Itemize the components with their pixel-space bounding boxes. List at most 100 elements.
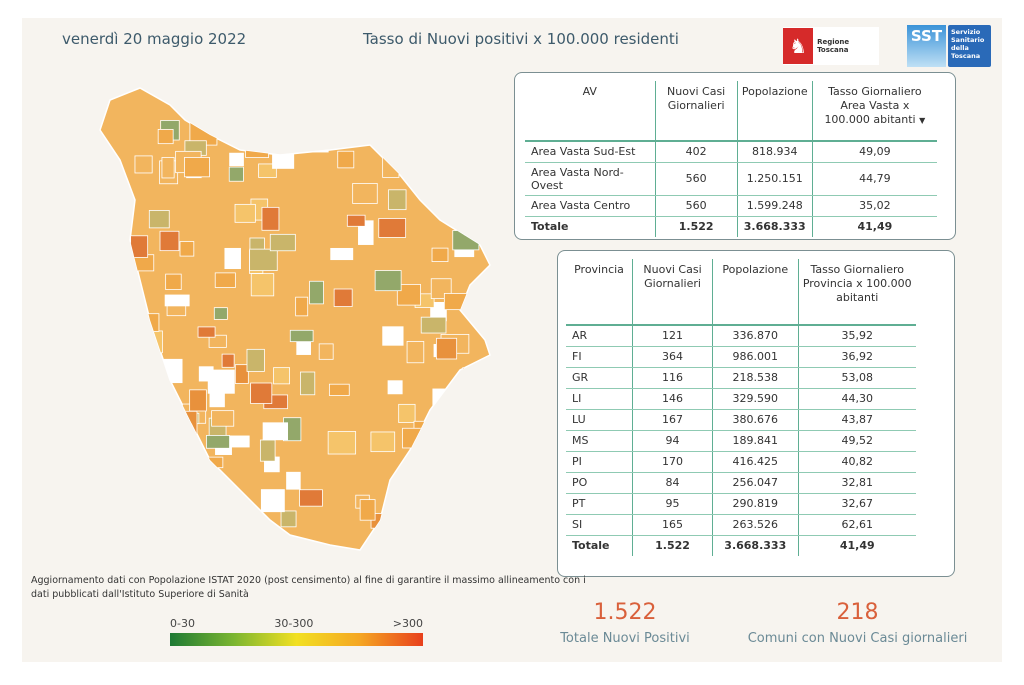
municipality-area[interactable] [462,367,480,382]
municipality-area[interactable] [328,383,350,396]
municipality-area[interactable] [228,166,244,182]
table-row[interactable]: Area Vasta Centro 560 1.599.248 35,02 [525,195,937,217]
municipality-area[interactable] [221,353,235,368]
municipality-area[interactable] [136,330,163,354]
table-row[interactable]: FI 364 986.001 36,92 [566,346,916,368]
municipality-area[interactable] [352,183,378,204]
municipality-area[interactable] [214,272,236,288]
municipality-area[interactable] [139,313,160,332]
municipality-area[interactable] [387,380,403,395]
municipality-area[interactable] [466,382,482,404]
municipality-area[interactable] [388,189,407,211]
table-row[interactable]: PT 95 290.819 32,67 [566,493,916,515]
municipality-area[interactable] [432,388,451,410]
municipality-area[interactable] [166,305,187,317]
municipality-area[interactable] [402,427,428,449]
municipality-area[interactable] [359,499,376,521]
municipality-area[interactable] [211,410,235,427]
municipality-area[interactable] [451,444,471,457]
municipality-area[interactable] [296,340,311,355]
table-row[interactable]: LU 167 380.676 43,87 [566,409,916,431]
municipality-area[interactable] [297,112,320,133]
municipality-area[interactable] [259,439,276,462]
municipality-area[interactable] [330,247,354,261]
municipality-area[interactable] [163,434,191,452]
municipality-area[interactable] [157,129,174,145]
municipality-area[interactable] [397,525,412,544]
table-row[interactable]: AR 121 336.870 35,92 [566,325,916,347]
municipality-area[interactable] [213,307,228,320]
municipality-area[interactable] [313,122,334,136]
table-row[interactable]: Area Vasta Nord-Ovest 560 1.250.151 44,79 [525,162,937,196]
municipality-area[interactable] [304,114,324,129]
municipality-area[interactable] [231,507,254,521]
municipality-area[interactable] [431,247,449,262]
col-header-sorted[interactable]: Tasso Giornaliero Area Vasta x 100.000 a… [811,81,937,142]
col-header[interactable]: Provincia [566,259,633,326]
municipality-area[interactable] [429,409,444,426]
municipality-area[interactable] [246,348,265,372]
municipality-area[interactable] [458,443,486,458]
col-header[interactable]: Nuovi Casi Giornalieri [654,81,738,142]
col-header[interactable]: AV [525,81,655,142]
municipality-area[interactable] [134,155,153,174]
municipality-area[interactable] [198,366,214,382]
municipality-area[interactable] [148,210,170,229]
municipality-area[interactable] [299,489,323,507]
municipality-area[interactable] [208,334,227,348]
table-row[interactable]: GR 116 218.538 53,08 [566,367,916,389]
table-row[interactable]: LI 146 329.590 44,30 [566,388,916,410]
municipality-area[interactable] [245,144,269,158]
municipality-area[interactable] [150,418,171,438]
municipality-area[interactable] [333,288,353,307]
municipality-area[interactable] [273,367,291,385]
municipality-area[interactable] [185,99,209,112]
municipality-area[interactable] [301,133,329,153]
municipality-area[interactable] [179,517,194,541]
table-row[interactable]: Area Vasta Sud-Est 402 818.934 49,09 [525,141,937,163]
tuscany-map[interactable] [90,80,530,570]
municipality-area[interactable] [179,241,195,257]
municipality-area[interactable] [261,206,280,231]
municipality-area[interactable] [466,295,493,315]
municipality-area[interactable] [258,138,280,153]
municipality-area[interactable] [464,213,478,236]
col-header[interactable]: Nuovi Casi Giornalieri [632,259,713,326]
municipality-area[interactable] [191,460,210,482]
municipality-area[interactable] [175,410,198,436]
table-row[interactable]: PO 84 256.047 32,81 [566,472,916,494]
municipality-area[interactable] [207,369,235,394]
municipality-area[interactable] [260,489,285,513]
municipality-area[interactable] [229,152,244,167]
municipality-area[interactable] [249,248,278,271]
municipality-area[interactable] [469,105,483,120]
municipality-area[interactable] [184,157,210,178]
municipality-area[interactable] [289,329,314,343]
municipality-area[interactable] [452,230,480,251]
municipality-area[interactable] [318,343,334,360]
col-header[interactable]: Popolazione [736,81,813,142]
municipality-area[interactable] [420,316,447,334]
municipality-area[interactable] [297,121,315,140]
municipality-area[interactable] [234,364,249,384]
municipality-area[interactable] [442,171,459,190]
municipality-area[interactable] [370,431,396,453]
municipality-area[interactable] [159,230,180,252]
municipality-area[interactable] [327,431,357,455]
municipality-area[interactable] [450,138,469,150]
municipality-area[interactable] [370,105,387,118]
municipality-area[interactable] [458,498,486,520]
municipality-area[interactable] [250,382,273,404]
municipality-area[interactable] [172,440,200,456]
municipality-area[interactable] [337,150,355,169]
col-header[interactable]: Popolazione [712,259,798,326]
municipality-area[interactable] [286,471,301,490]
municipality-area[interactable] [224,247,241,270]
municipality-area[interactable] [346,214,366,227]
municipality-area[interactable] [234,203,256,223]
municipality-area[interactable] [165,273,182,290]
municipality-area[interactable] [197,326,216,338]
table-row[interactable]: PI 170 416.425 40,82 [566,451,916,473]
municipality-area[interactable] [189,389,207,412]
municipality-area[interactable] [406,341,425,364]
